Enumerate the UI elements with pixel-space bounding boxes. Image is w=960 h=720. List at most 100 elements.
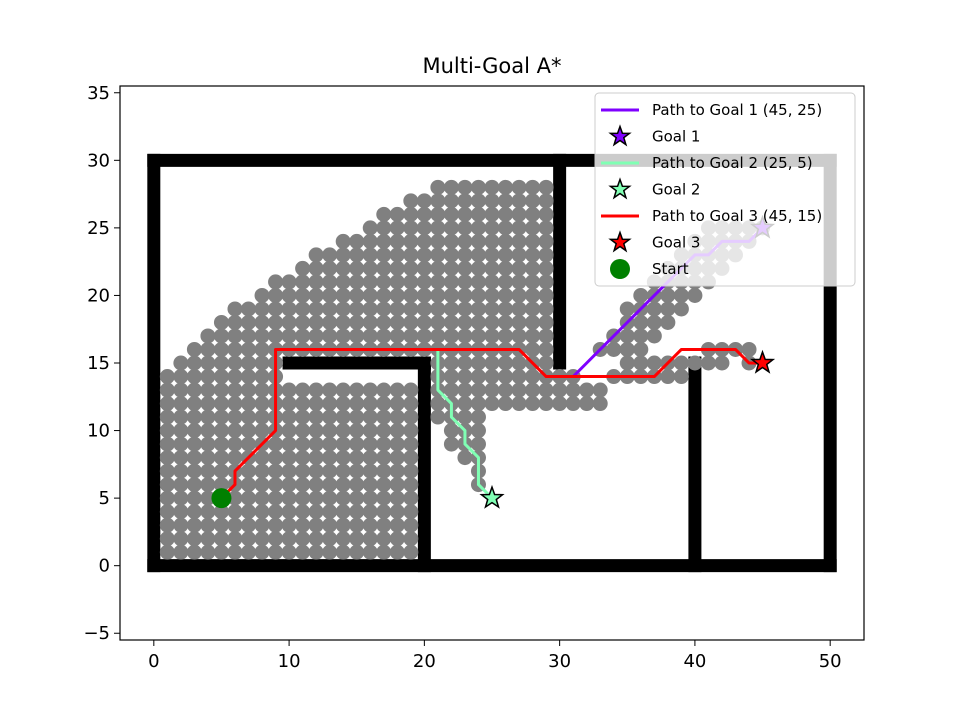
explored-cell (416, 206, 432, 222)
explored-cell (173, 544, 189, 560)
explored-cell (538, 328, 554, 344)
explored-cell (403, 531, 419, 547)
explored-cell (186, 355, 202, 371)
x-axis: 0 10 20 30 40 50 (148, 640, 842, 672)
explored-cell (538, 179, 554, 195)
explored-cell (389, 274, 405, 290)
x-tick-label: 0 (148, 651, 159, 672)
explored-cell (538, 382, 554, 398)
explored-cell (268, 477, 284, 493)
explored-cell (376, 328, 392, 344)
explored-cell (322, 450, 338, 466)
explored-cell (470, 409, 486, 425)
explored-cell (254, 328, 270, 344)
explored-cell (335, 409, 351, 425)
explored-cell (619, 301, 635, 317)
explored-cell (376, 287, 392, 303)
explored-cell (200, 531, 216, 547)
explored-cell (268, 517, 284, 533)
explored-cell (484, 301, 500, 317)
explored-cell (443, 179, 459, 195)
explored-cell (389, 450, 405, 466)
explored-cell (308, 409, 324, 425)
explored-cell (200, 382, 216, 398)
explored-cell (498, 369, 514, 385)
explored-cell (565, 396, 581, 412)
explored-cell (362, 274, 378, 290)
explored-cell (159, 544, 175, 560)
explored-cell (403, 314, 419, 330)
y-tick-label: −5 (83, 623, 110, 644)
explored-cell (430, 409, 446, 425)
explored-cell (254, 531, 270, 547)
explored-cell (159, 382, 175, 398)
y-tick-label: 0 (99, 556, 110, 577)
explored-cell (213, 504, 229, 520)
explored-cell (254, 504, 270, 520)
explored-cell (470, 301, 486, 317)
explored-cell (457, 274, 473, 290)
explored-cell (349, 531, 365, 547)
chart-title: Multi-Goal A* (422, 54, 561, 78)
explored-cell (646, 301, 662, 317)
explored-cell (525, 206, 541, 222)
x-tick-label: 10 (278, 651, 301, 672)
explored-cell (335, 287, 351, 303)
explored-cell (511, 193, 527, 209)
explored-cell (268, 450, 284, 466)
explored-cell (308, 328, 324, 344)
explored-cell (254, 409, 270, 425)
x-tick-label: 50 (819, 651, 842, 672)
explored-cell (241, 314, 257, 330)
explored-cell (173, 423, 189, 439)
explored-cell (619, 341, 635, 357)
explored-cell (457, 179, 473, 195)
explored-cell (281, 450, 297, 466)
explored-cell (362, 423, 378, 439)
explored-cell (430, 179, 446, 195)
explored-cell (362, 450, 378, 466)
explored-cell (430, 396, 446, 412)
legend-star-swatch (608, 230, 632, 253)
explored-cell (227, 490, 243, 506)
explored-cell (484, 206, 500, 222)
explored-cell (159, 423, 175, 439)
explored-cell (376, 260, 392, 276)
explored-cell (484, 260, 500, 276)
explored-cell (633, 314, 649, 330)
explored-cell (470, 220, 486, 236)
explored-cell (295, 423, 311, 439)
explored-cell (295, 287, 311, 303)
explored-cell (443, 355, 459, 371)
explored-cell (376, 477, 392, 493)
explored-cell (403, 274, 419, 290)
explored-cell (362, 544, 378, 560)
explored-cell (200, 355, 216, 371)
explored-cell (227, 341, 243, 357)
explored-cell (362, 247, 378, 263)
legend-circle-swatch (610, 259, 630, 279)
explored-cell (498, 287, 514, 303)
explored-cell (673, 369, 689, 385)
legend-label: Path to Goal 3 (45, 15) (652, 207, 822, 225)
explored-cell (606, 341, 622, 357)
explored-cell (335, 396, 351, 412)
explored-cell (213, 531, 229, 547)
explored-cell (511, 314, 527, 330)
y-tick-label: 15 (87, 353, 110, 374)
start-marker (211, 488, 232, 509)
explored-cell (362, 396, 378, 412)
explored-cell (268, 504, 284, 520)
explored-cell (254, 450, 270, 466)
explored-cell (295, 301, 311, 317)
explored-cell (389, 463, 405, 479)
explored-cell (525, 247, 541, 263)
explored-cell (633, 287, 649, 303)
explored-cell (430, 233, 446, 249)
explored-cell (295, 544, 311, 560)
explored-cell (281, 463, 297, 479)
explored-cell (457, 450, 473, 466)
explored-cell (443, 206, 459, 222)
explored-cell (227, 301, 243, 317)
explored-cell (633, 328, 649, 344)
